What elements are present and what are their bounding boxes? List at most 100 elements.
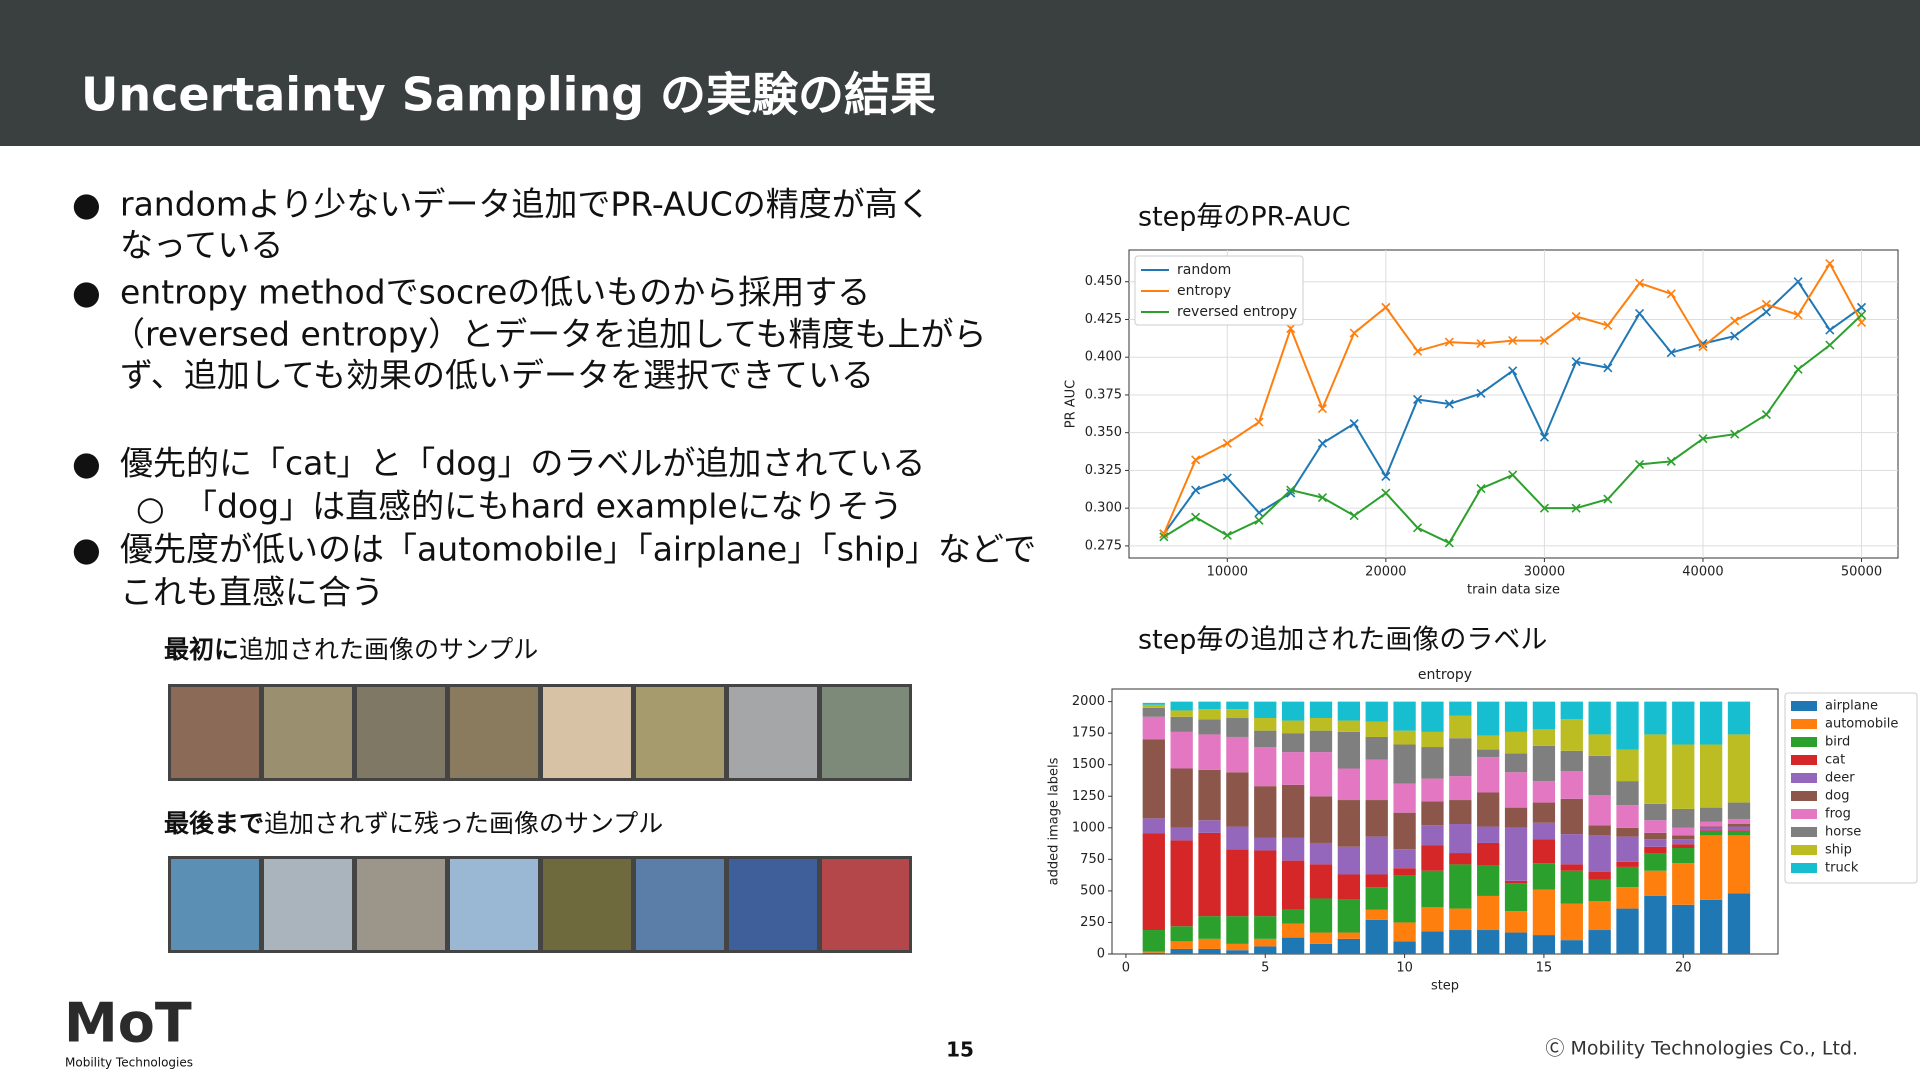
bar-segment: [1532, 802, 1556, 823]
marker: [1413, 346, 1423, 356]
sample-image: [822, 687, 909, 778]
marker: [1254, 417, 1264, 427]
legend-label: reversed entropy: [1177, 304, 1297, 320]
bar-segment: [1532, 863, 1556, 890]
marker: [1539, 503, 1549, 513]
bar-segment: [1393, 730, 1416, 745]
bar-segment: [1588, 901, 1611, 931]
bar-segment: [1142, 833, 1165, 931]
marker: [1571, 503, 1581, 513]
marker: [1825, 325, 1835, 335]
legend-label: dog: [1825, 789, 1849, 804]
bar-segment: [1504, 911, 1528, 933]
bar-segment: [1477, 895, 1500, 931]
bar-segment: [1254, 730, 1277, 748]
bar-segment: [1254, 938, 1277, 947]
x-tick-label: 20: [1675, 961, 1692, 976]
bar-segment: [1616, 887, 1639, 909]
y-tick-label: 0.375: [1085, 387, 1122, 402]
bar-segment: [1226, 950, 1249, 954]
marker: [1222, 530, 1232, 540]
marker: [1349, 419, 1359, 429]
bar-segment: [1309, 701, 1333, 719]
bar-segment: [1421, 801, 1444, 826]
bullets: ● randomより少ないデータ追加でPR-AUCの精度が高く なっている ● …: [72, 185, 1036, 612]
bar-segment: [1616, 836, 1639, 862]
bar-segment: [1699, 830, 1723, 832]
bar-segment: [1309, 864, 1333, 899]
sample-block: 最初に追加された画像のサンプル 最後まで追加されずに残った画像のサンプル: [164, 635, 912, 953]
chart: 0 250 500 750 1000 1250 1500 1750 2000 0 5 10 15 20 st…: [1047, 667, 1918, 994]
bar-segment: [1142, 952, 1165, 954]
marker: [1634, 308, 1645, 318]
bar-segment: [1309, 898, 1333, 933]
y-tick-label: 250: [1080, 915, 1105, 930]
marker: [1508, 470, 1518, 480]
bar-segment: [1393, 849, 1416, 869]
bar-segment: [1699, 827, 1723, 831]
bar-segment: [1365, 874, 1388, 888]
sample-image: [729, 687, 817, 778]
bar-segment: [1727, 893, 1751, 954]
marker: [1761, 410, 1771, 420]
bar-segment: [1532, 701, 1556, 730]
bar-segment: [1226, 701, 1249, 710]
bar-segment: [1309, 932, 1333, 944]
x-tick-label: 10: [1396, 961, 1413, 976]
bullet-text: これも直感に合う: [120, 573, 384, 612]
x-axis-label: train data size: [1467, 583, 1560, 598]
marker: [1159, 529, 1169, 539]
bar-segment: [1588, 879, 1611, 901]
bar-segment: [1198, 769, 1221, 821]
bar-segment: [1198, 948, 1221, 954]
bar-segment: [1672, 744, 1695, 809]
x-tick-label: 30000: [1524, 565, 1565, 580]
bar-segment: [1616, 908, 1639, 954]
bar-segment: [1449, 908, 1472, 931]
marker: [1539, 336, 1549, 346]
marker: [1222, 473, 1232, 483]
bar-segment: [1421, 778, 1444, 802]
bar-segment: [1337, 932, 1361, 939]
bar-segment: [1477, 792, 1500, 827]
bar-segment: [1142, 716, 1165, 740]
sample-image: [822, 859, 909, 950]
bar-segment: [1421, 931, 1444, 954]
bar-segment: [1504, 883, 1528, 912]
marker: [1317, 438, 1328, 448]
sample-image: [264, 687, 352, 778]
bar-segment: [1504, 731, 1528, 754]
bar-segment: [1170, 941, 1193, 949]
y-tick-label: 1500: [1072, 757, 1105, 772]
marker: [1666, 289, 1676, 299]
bar-segment: [1477, 826, 1500, 843]
bar-segment: [1644, 870, 1667, 896]
bar-segment: [1449, 930, 1472, 954]
bar-segment: [1281, 937, 1305, 954]
marker: [1444, 538, 1454, 548]
legend-swatch: [1791, 701, 1817, 711]
marker: [1634, 459, 1645, 469]
bar-segment: [1672, 844, 1695, 848]
bullet-text: なっている: [120, 226, 283, 265]
marker: [1730, 429, 1740, 439]
bar-segment: [1644, 895, 1667, 954]
y-tick-label: 0.425: [1085, 312, 1122, 327]
marker: [1413, 394, 1423, 405]
bar-segment: [1588, 701, 1611, 735]
bar-segment: [1226, 709, 1249, 719]
bar-segment: [1309, 752, 1333, 797]
bar-segment: [1449, 701, 1472, 716]
bar-segment: [1560, 798, 1583, 835]
bar-segment: [1142, 702, 1165, 705]
page-number: 15: [946, 1038, 974, 1062]
marker: [1761, 299, 1771, 309]
x-tick-label: 10000: [1207, 565, 1248, 580]
marker: [1222, 438, 1232, 448]
bar-segment: [1477, 930, 1500, 954]
bar-segment: [1560, 750, 1583, 772]
marker: [1634, 278, 1645, 288]
bar-segment: [1198, 719, 1221, 735]
x-axis-label: step: [1431, 979, 1459, 994]
bar-segment: [1616, 701, 1639, 750]
